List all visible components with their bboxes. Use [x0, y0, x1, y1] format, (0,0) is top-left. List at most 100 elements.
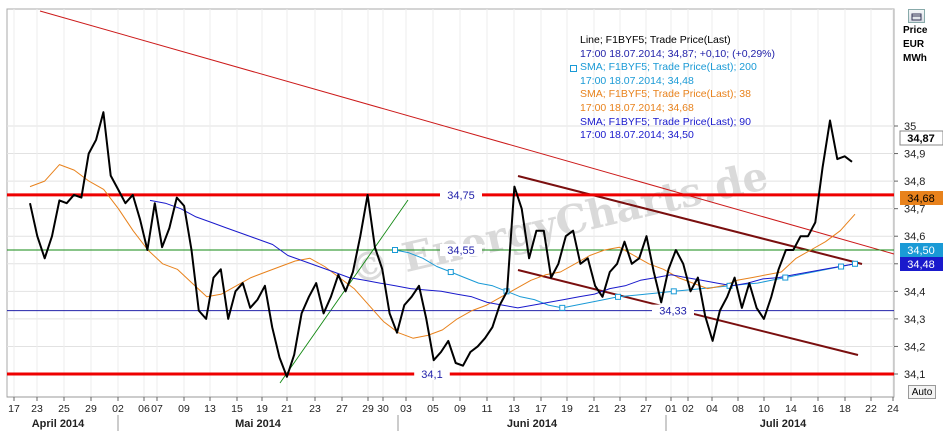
month-label: April 2014: [32, 418, 85, 430]
level-label-bg: [440, 188, 482, 201]
legend-row: Line; F1BYF5; Trade Price(Last): [580, 34, 775, 48]
price-series: [29, 111, 853, 378]
x-tick-label: 13: [204, 403, 216, 415]
x-tick-label: 11: [482, 403, 493, 415]
y-tick-label: 34,6: [904, 231, 925, 243]
price-badge: [900, 257, 943, 271]
x-tick-label: 07: [151, 403, 163, 415]
x-tick-label: 19: [561, 403, 573, 415]
price-badge: [900, 243, 943, 257]
x-tick-label: 01: [665, 403, 677, 415]
x-tick-label: 23: [309, 403, 321, 415]
legend-row: SMA; F1BYF5; Trade Price(Last); 200: [570, 61, 775, 75]
x-tick-label: 08: [732, 403, 744, 415]
x-tick-label: 21: [281, 403, 293, 415]
sma-marker: [559, 304, 566, 311]
x-tick-label: 21: [588, 403, 600, 415]
level-label: 34,33: [659, 306, 687, 318]
x-tick-label: 03: [400, 403, 412, 415]
level-label-bg: [414, 368, 450, 380]
x-tick-label: 30: [377, 403, 389, 415]
x-tick-label: 10: [758, 403, 770, 415]
price-badge-label: 34,48: [907, 259, 935, 271]
y-tick-label: 34,7: [904, 204, 925, 216]
sma-line: [29, 164, 856, 339]
sma-marker: [782, 274, 789, 281]
chart-settings-button[interactable]: [908, 9, 925, 23]
level-label: 34,55: [447, 245, 475, 257]
month-label: Mai 2014: [235, 418, 282, 430]
sma-marker: [447, 269, 454, 276]
x-tick-label: 19: [256, 403, 268, 415]
x-tick-label: 27: [336, 403, 348, 415]
x-tick-label: 16: [812, 403, 824, 415]
unit-line: MWh: [903, 53, 927, 64]
x-tick-label: 02: [682, 403, 694, 415]
price-badges: 34,87 34,68 34,50 34,48: [899, 130, 943, 271]
legend-text: SMA; F1BYF5; Trade Price(Last); 200: [580, 61, 757, 74]
x-axis: 17 23 25 29 02 06 07 09 13 15 19 21 23 27 29 30 03 05 09 11…: [7, 396, 899, 431]
legend-text: SMA; F1BYF5; Trade Price(Last); 38: [580, 88, 751, 101]
unit-line: EUR: [903, 39, 925, 50]
x-tick-label: 23: [614, 403, 626, 415]
y-tick-label: 34,9: [904, 149, 925, 161]
x-tick-label: 17: [8, 403, 20, 415]
auto-scale-button[interactable]: Auto: [908, 385, 936, 399]
sma-line: [149, 199, 856, 309]
legend-row: SMA; F1BYF5; Trade Price(Last); 90: [580, 116, 775, 130]
level-label-bg: [652, 304, 694, 317]
price-line: [29, 111, 853, 378]
x-tick-label: 04: [706, 403, 718, 415]
x-tick-label: 06: [138, 403, 150, 415]
x-tick-label: 22: [865, 403, 877, 415]
sma-marker: [670, 288, 677, 295]
legend-text: 17:00 18.07.2014; 34,50: [580, 129, 694, 142]
y-tick-label: 34,8: [904, 176, 925, 188]
month-label: Juni 2014: [507, 418, 558, 430]
x-tick-label: 15: [231, 403, 243, 415]
legend-row: 17:00 18.07.2014; 34,50: [580, 129, 775, 143]
level-label-bg: [440, 244, 482, 256]
legend-text: 17:00 18.07.2014; 34,87; +0,10; (+0,29%): [580, 47, 775, 60]
x-tick-label: 18: [839, 403, 851, 415]
x-tick-label: 27: [640, 403, 652, 415]
unit-line: Price: [903, 25, 928, 36]
month-label: Juli 2014: [760, 418, 807, 430]
legend-marker-icon: [570, 65, 577, 73]
x-tick-label: 05: [427, 403, 439, 415]
moving-averages: [29, 164, 858, 339]
toolbar-icon: [911, 13, 922, 21]
price-badge-label: 34,50: [907, 245, 935, 257]
sma-marker: [615, 293, 622, 300]
x-tick-label: 17: [535, 403, 547, 415]
channel-upper: [517, 175, 863, 265]
trendline-support-green: [279, 199, 409, 384]
sma-marker: [838, 263, 845, 270]
x-tick-label: 02: [112, 403, 124, 415]
y-tick-label: 34,4: [904, 286, 925, 298]
x-tick-label: 25: [58, 403, 70, 415]
legend-row: SMA; F1BYF5; Trade Price(Last); 38: [580, 88, 775, 102]
x-tick-label: 29: [85, 403, 97, 415]
level-lines: 34,75 34,55 34,33 34,1: [7, 188, 894, 381]
y-tick-label: 34,2: [904, 341, 925, 353]
chart-legend: Line; F1BYF5; Trade Price(Last) 17:00 18.…: [570, 34, 775, 143]
y-axis-unit: Price EUR MWh: [903, 24, 927, 66]
price-badge-label: 34,68: [907, 193, 935, 205]
y-tick-label: 35: [904, 121, 916, 133]
x-tick-label: 23: [31, 403, 43, 415]
trendline-resistance: [39, 10, 894, 255]
price-badge-label: 34,87: [907, 133, 935, 145]
legend-text: 17:00 18.07.2014; 34,68: [580, 101, 694, 114]
price-badge: [899, 130, 943, 146]
legend-row: 17:00 18.07.2014; 34,68: [580, 102, 775, 116]
price-badge: [900, 191, 943, 205]
legend-text: Line; F1BYF5; Trade Price(Last): [580, 34, 731, 46]
y-tick-label: 34,3: [904, 314, 925, 326]
legend-text: SMA; F1BYF5; Trade Price(Last); 90: [580, 115, 751, 128]
level-label: 34,1: [421, 369, 442, 381]
level-label: 34,75: [447, 190, 475, 202]
legend-text: 17:00 18.07.2014; 34,48: [580, 74, 694, 87]
x-tick-label: 09: [178, 403, 190, 415]
